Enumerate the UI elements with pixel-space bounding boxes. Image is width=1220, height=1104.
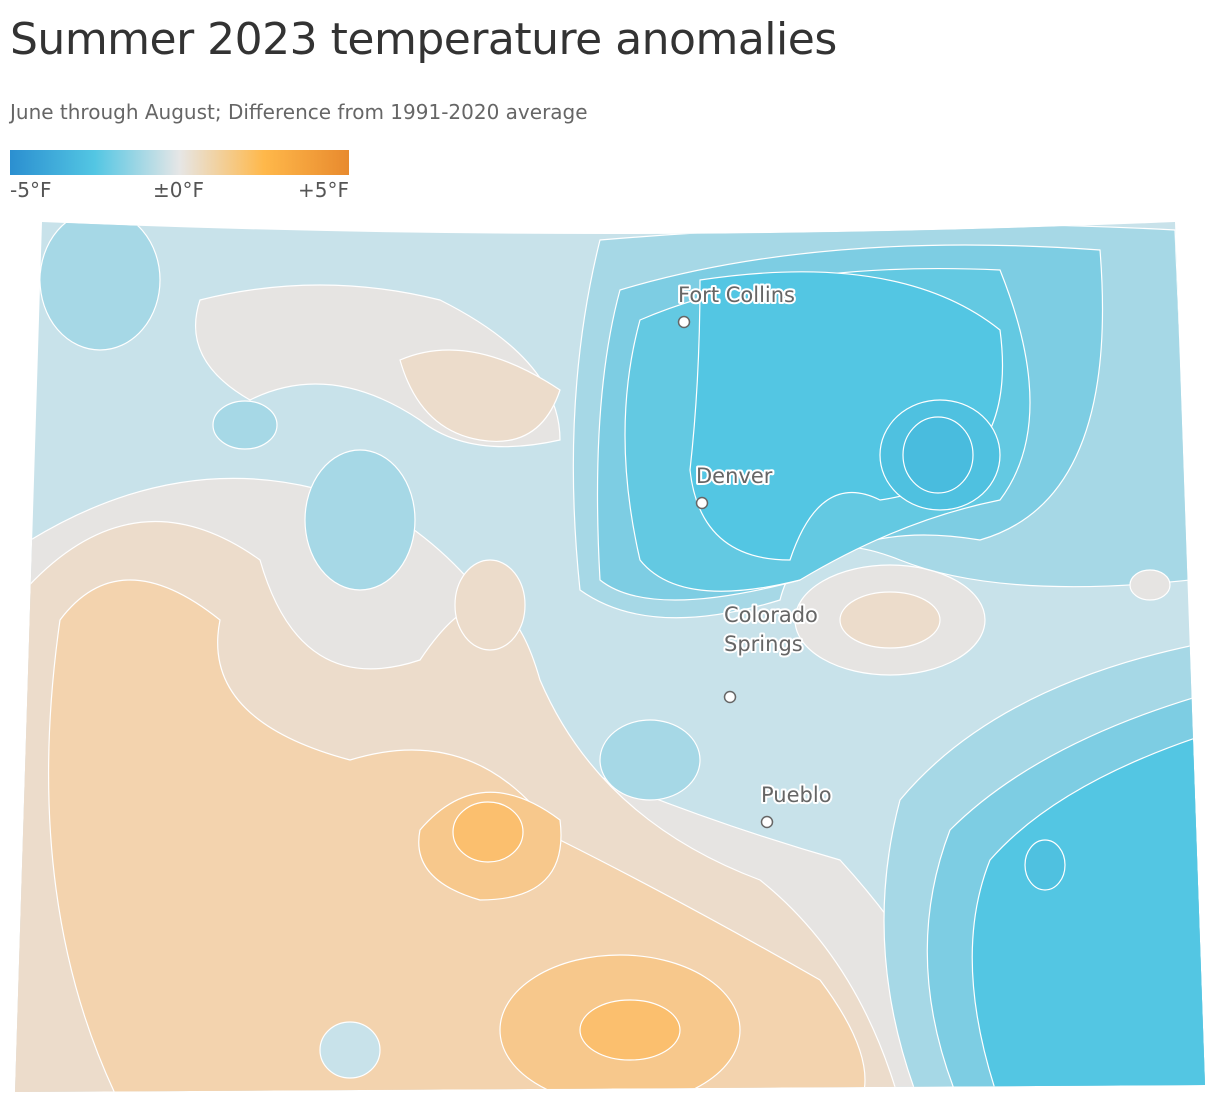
city-label: Denver bbox=[696, 464, 773, 488]
city-dot bbox=[723, 690, 737, 704]
city-dot bbox=[695, 496, 709, 510]
city: Colorado Springs bbox=[722, 601, 820, 704]
subtitle: June through August; Difference from 199… bbox=[10, 100, 588, 124]
title: Summer 2023 temperature anomalies bbox=[10, 14, 837, 65]
legend-label: -5°F bbox=[10, 178, 52, 202]
city-label: Colorado bbox=[724, 603, 818, 627]
city: Fort Collins bbox=[676, 281, 797, 329]
city-dot bbox=[677, 315, 691, 329]
city-label: Springs bbox=[724, 632, 803, 656]
cities: Fort Collins Denver Colorado Springs Pueblo bbox=[676, 281, 834, 829]
legend-gradient bbox=[10, 150, 349, 175]
city-label: Fort Collins bbox=[678, 283, 795, 307]
city: Denver bbox=[694, 462, 775, 510]
legend-label: ±0°F bbox=[153, 178, 204, 202]
city: Pueblo bbox=[759, 781, 834, 829]
legend-label: +5°F bbox=[298, 178, 349, 202]
contours bbox=[15, 222, 1205, 1092]
city-label: Pueblo bbox=[761, 783, 832, 807]
city-dot bbox=[760, 815, 774, 829]
